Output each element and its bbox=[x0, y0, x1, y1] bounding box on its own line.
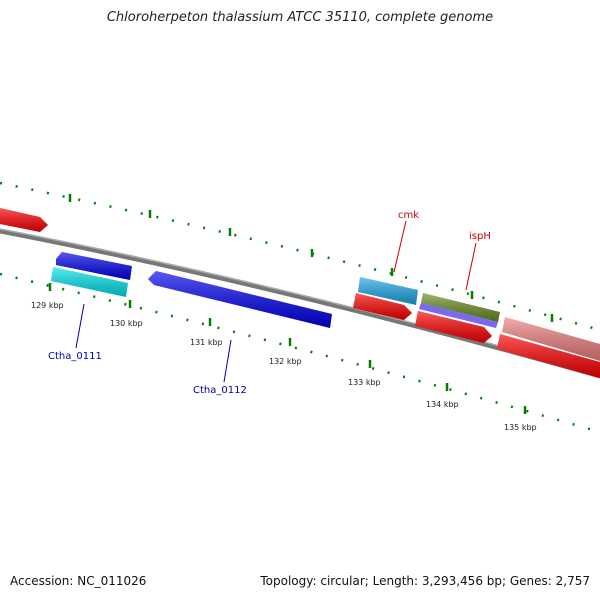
gene-arrow-left-edge bbox=[0, 208, 48, 232]
outer-major-ticks bbox=[68, 194, 554, 322]
inner-major-ticks bbox=[48, 283, 527, 414]
tick-label-130: 130 kbp bbox=[110, 319, 143, 328]
tick-label-134: 134 kbp bbox=[426, 400, 459, 409]
gene-arrow-red-1 bbox=[353, 293, 412, 320]
accession-text: Accession: NC_011026 bbox=[10, 574, 147, 588]
tick-label-132: 132 kbp bbox=[269, 357, 302, 366]
tick-label-133: 133 kbp bbox=[348, 378, 381, 387]
tick-label-135: 135 kbp bbox=[504, 423, 537, 432]
tick-label-129: 129 kbp bbox=[31, 301, 64, 310]
kbp-labels: 129 kbp 130 kbp 131 kbp 132 kbp 133 kbp … bbox=[31, 301, 537, 432]
gene-arrow-red-2 bbox=[415, 311, 492, 343]
label-cmk: cmk bbox=[398, 210, 419, 221]
feature-pink bbox=[502, 317, 600, 361]
tick-label-131: 131 kbp bbox=[190, 338, 223, 347]
feature-cyan bbox=[51, 267, 128, 297]
label-isph: ispH bbox=[469, 231, 491, 242]
map-title: Chloroherpeton thalassium ATCC 35110, co… bbox=[106, 10, 494, 25]
gene-arrow-red-3 bbox=[497, 334, 600, 378]
gene-features bbox=[0, 208, 600, 378]
gene-isph bbox=[421, 293, 500, 322]
feature-purple bbox=[419, 303, 498, 328]
gene-arrow-ctha-0112 bbox=[148, 271, 332, 328]
genome-summary-text: Topology: circular; Length: 3,293,456 bp… bbox=[260, 574, 590, 588]
label-ctha-0112: Ctha_0112 bbox=[193, 385, 247, 396]
gene-labels: cmk ispH Ctha_0111 Ctha_0112 bbox=[48, 210, 491, 396]
gene-cmk bbox=[358, 277, 418, 305]
label-ctha-0111: Ctha_0111 bbox=[48, 351, 102, 362]
gene-arrow-ctha-0111 bbox=[56, 252, 132, 280]
